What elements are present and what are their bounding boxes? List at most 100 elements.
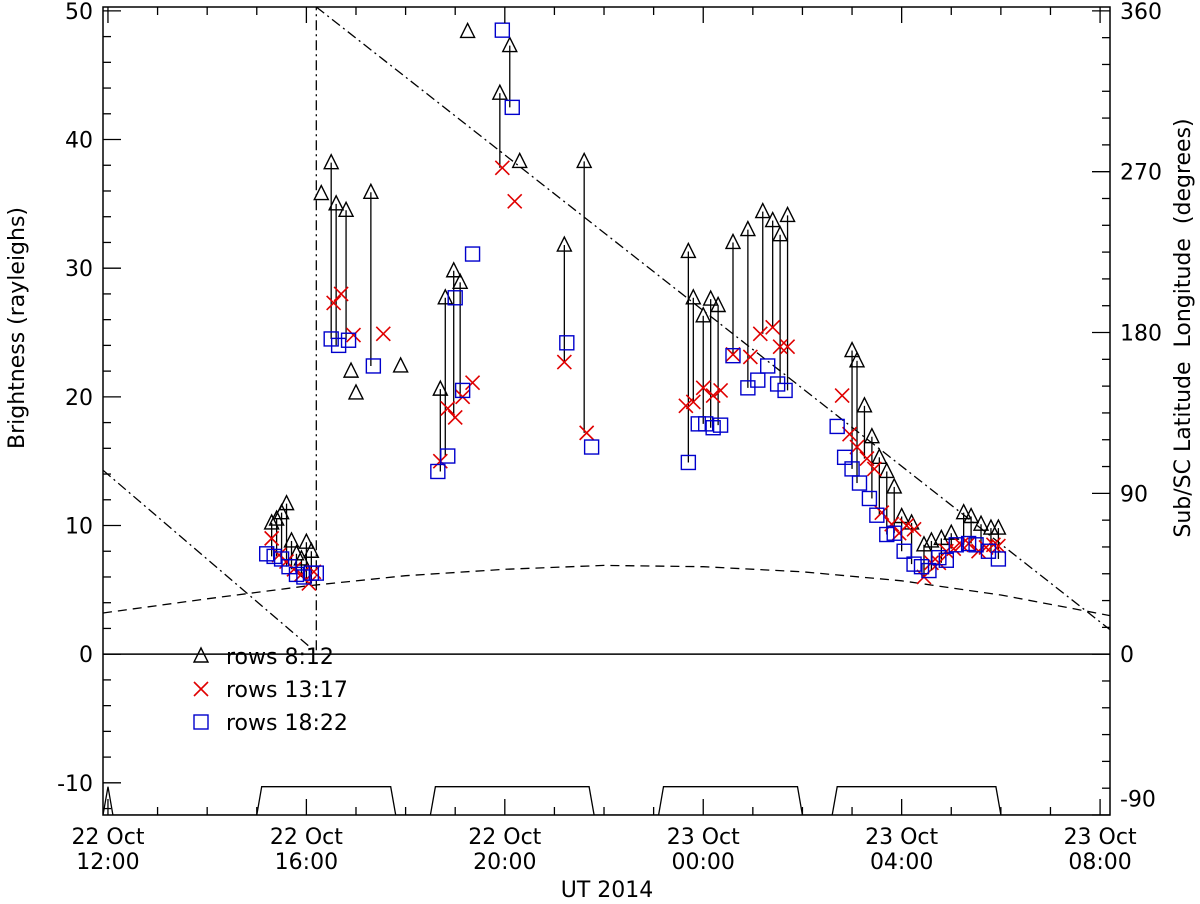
data-point-square (750, 372, 766, 388)
data-point-x (990, 538, 1006, 554)
data-point-x (494, 160, 510, 176)
data-point-triangle (501, 36, 518, 53)
data-point-triangle (362, 182, 380, 199)
x-tick-label: 12:00 (76, 850, 139, 875)
data-point-square (430, 463, 446, 480)
data-point-square (777, 382, 793, 399)
data-point-triangle (491, 83, 508, 100)
data-point-x (742, 349, 758, 365)
data-point-triangle (323, 153, 340, 170)
data-point-x (866, 461, 882, 477)
legend-label: rows 18:22 (226, 711, 348, 736)
data-point-triangle (878, 461, 895, 479)
data-point-triangle (724, 232, 742, 250)
data-point-triangle (685, 288, 702, 305)
legend-marker-triangle (192, 646, 210, 663)
data-point-square (886, 525, 902, 541)
data-point-square (559, 335, 575, 351)
data-point-x (556, 354, 572, 370)
data-point-triangle (771, 225, 789, 242)
data-point-triangle (445, 261, 462, 278)
data-point-triangle (695, 306, 712, 323)
y-tick-label-left: 30 (65, 257, 93, 282)
data-point-square (308, 565, 325, 581)
data-point-triangle (511, 151, 528, 169)
latitude-curve (103, 564, 1110, 617)
data-point-square (330, 337, 347, 354)
y-axis-label-right: Sub/SC Latitude Longitude (degrees) (1171, 118, 1196, 537)
data-point-triangle (576, 151, 593, 169)
data-point-triangle (856, 396, 873, 413)
data-point-x (906, 521, 922, 537)
x-tick-label: 22 Oct (468, 825, 541, 850)
data-point-square (921, 562, 937, 579)
data-point-triangle (283, 531, 300, 548)
data-point-triangle (278, 494, 295, 511)
data-point-square (861, 490, 878, 507)
data-point-triangle (342, 361, 360, 378)
data-point-x (779, 339, 796, 355)
y-tick-label-left: 10 (65, 515, 93, 540)
data-point-x (447, 409, 463, 425)
data-point-x (765, 319, 781, 335)
y-tick-label-left: 0 (79, 643, 93, 668)
x-tick-label: 22 Oct (71, 825, 144, 850)
data-point-triangle (848, 351, 866, 368)
y-tick-label-right: 270 (1120, 161, 1162, 186)
legend-marker-square (193, 714, 209, 730)
data-point-x (695, 380, 711, 396)
data-point-triangle (328, 194, 345, 211)
data-point-square (760, 358, 776, 374)
data-point-triangle (990, 518, 1007, 535)
data-point-square (447, 290, 463, 306)
data-point-x (264, 530, 280, 546)
y-tick-label-left: 20 (65, 386, 93, 411)
x-tick-label: 08:00 (1068, 850, 1131, 875)
legend: rows 8:12 rows 13:17 rows 18:22 (192, 645, 348, 736)
data-point-x (859, 451, 875, 467)
data-point-triangle (337, 200, 355, 217)
observation-window-trace (103, 786, 1110, 815)
data-point-square (712, 417, 729, 433)
x-tick-label: 04:00 (870, 850, 933, 875)
data-point-square (980, 543, 997, 559)
y-tick-label-right: 180 (1120, 322, 1162, 347)
data-point-x (579, 425, 595, 441)
x-tick-label: 00:00 (672, 850, 735, 875)
legend-marker-x (193, 681, 209, 697)
data-point-triangle (754, 202, 771, 219)
data-point-triangle (556, 235, 573, 252)
x-tick-label: 23 Oct (865, 825, 938, 850)
data-point-triangle (298, 532, 315, 549)
data-point-square (896, 543, 912, 559)
data-point-triangle (459, 21, 476, 39)
longitude-curve-2 (315, 7, 1110, 631)
data-point-square (504, 99, 520, 116)
y-tick-label-left: -10 (57, 772, 93, 797)
data-point-triangle (886, 477, 903, 494)
data-point-square (740, 380, 756, 396)
curves-layer (103, 7, 1110, 815)
data-point-x (772, 339, 788, 355)
data-point-square (725, 347, 741, 364)
data-point-x (725, 346, 741, 362)
data-point-triangle (923, 531, 940, 548)
data-point-x (464, 375, 481, 391)
y-tick-label-right: -90 (1120, 787, 1156, 812)
data-point-triangle (452, 272, 469, 290)
data-point-x (899, 517, 915, 534)
data-point-square (869, 507, 885, 523)
data-point-square (583, 439, 600, 455)
data-point-x (507, 193, 523, 209)
y-tick-label-right: 90 (1120, 482, 1148, 507)
x-tick-label: 16:00 (275, 850, 338, 875)
data-point-triangle (680, 241, 697, 259)
plot-frame (102, 6, 1111, 816)
data-point-x (842, 426, 858, 442)
data-point-x (752, 326, 768, 342)
y-tick-label-right: 360 (1120, 0, 1162, 25)
data-point-triangle (273, 503, 290, 520)
data-point-square (464, 246, 481, 262)
